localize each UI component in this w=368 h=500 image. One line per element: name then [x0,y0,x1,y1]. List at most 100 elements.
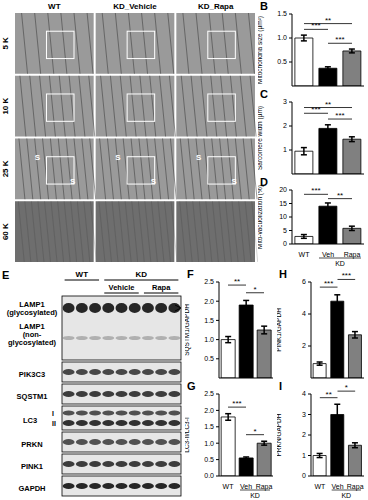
svg-text:2.5: 2.5 [204,278,214,285]
svg-text:***: *** [232,399,241,408]
svg-text:S: S [196,153,202,162]
svg-text:2: 2 [302,342,306,349]
svg-text:GAPDH: GAPDH [18,484,45,493]
svg-text:(glycosylated): (glycosylated) [8,308,58,317]
svg-text:PIK3C3: PIK3C3 [19,370,45,379]
svg-text:Mitochondria size (µm²): Mitochondria size (µm²) [258,16,264,84]
svg-text:**: ** [325,16,331,25]
svg-text:***: *** [311,105,320,114]
svg-text:4: 4 [302,390,306,397]
svg-text:60 K: 60 K [8,223,10,240]
svg-text:15: 15 [279,200,287,207]
svg-text:20: 20 [279,186,287,193]
svg-text:***: *** [335,35,344,44]
svg-text:*: * [345,383,348,392]
svg-text:WT: WT [223,483,235,490]
svg-text:LAMP1: LAMP1 [19,300,45,309]
svg-text:PRKN: PRKN [21,440,42,449]
svg-text:***: *** [342,271,351,280]
svg-text:0.0: 0.0 [204,472,214,479]
svg-text:PINK1: PINK1 [21,462,43,471]
svg-text:6: 6 [302,278,306,285]
svg-text:S: S [70,177,76,186]
svg-text:2.0: 2.0 [204,298,214,305]
svg-text:**: ** [326,390,332,399]
svg-text:**: ** [325,100,331,109]
svg-text:1.5: 1.5 [204,317,214,324]
svg-text:Rapa: Rapa [256,483,273,491]
svg-text:10 K: 10 K [8,97,10,114]
svg-text:PRKN/GAPDH: PRKN/GAPDH [277,413,282,456]
svg-text:0.5: 0.5 [204,456,214,463]
svg-text:Veh: Veh [240,483,252,490]
html-text:B: B [260,0,268,12]
svg-text:**: ** [337,191,343,200]
svg-text:0.5: 0.5 [204,355,214,362]
svg-text:KD: KD [250,492,260,499]
html-text:D: D [260,176,268,188]
svg-text:1.5: 1.5 [204,423,214,430]
svg-text:0: 0 [302,472,306,479]
svg-text:glycosylated): glycosylated) [8,338,56,347]
svg-text:KD_Rapa: KD_Rapa [198,2,234,11]
svg-text:5 K: 5 K [8,37,10,50]
svg-text:Veh: Veh [322,251,334,258]
svg-text:*: * [253,285,256,294]
svg-text:Sarcomere width (µm): Sarcomere width (µm) [258,106,264,170]
svg-text:LAMP1: LAMP1 [19,322,45,331]
svg-text:S: S [151,177,157,186]
svg-text:*: * [253,427,256,436]
svg-text:WT: WT [314,483,326,490]
svg-text:***: *** [324,279,333,288]
svg-text:***: *** [311,21,320,30]
svg-text:SQSTM1/GAPDH: SQSTM1/GAPDH [185,304,191,356]
svg-text:1.5: 1.5 [277,10,287,17]
svg-text:I: I [52,410,54,417]
svg-text:Veh: Veh [331,483,343,490]
svg-text:1.0: 1.0 [204,336,214,343]
svg-text:3: 3 [302,411,306,418]
svg-text:**: ** [234,277,240,286]
svg-text:1.0: 1.0 [277,34,287,41]
svg-text:1: 1 [283,146,287,153]
svg-text:(non-: (non- [22,330,42,339]
svg-text:4: 4 [302,310,306,317]
svg-text:25 K: 25 K [8,160,10,177]
svg-text:WT: WT [76,270,89,279]
svg-text:3: 3 [283,98,287,105]
svg-text:Rapa: Rapa [347,483,360,491]
svg-text:PINK1/GAPDH: PINK1/GAPDH [277,308,282,352]
svg-text:2.0: 2.0 [204,407,214,414]
svg-text:2.5: 2.5 [204,390,214,397]
svg-text:2: 2 [302,431,306,438]
svg-text:Vehicle: Vehicle [109,283,135,292]
svg-text:KD: KD [136,270,148,279]
svg-text:1: 1 [302,452,306,459]
html-text:C: C [260,88,268,100]
svg-text:KD: KD [335,260,345,267]
svg-text:0: 0 [283,240,287,247]
svg-text:E: E [8,269,9,281]
svg-text:LC3-II/LC3-I: LC3-II/LC3-I [185,417,190,453]
svg-text:***: *** [311,186,320,195]
svg-text:5: 5 [283,227,287,234]
svg-text:***: *** [335,111,344,120]
svg-text:0.5: 0.5 [277,58,287,65]
html-text:G: G [187,380,196,392]
svg-text:II: II [52,420,56,427]
svg-text:2: 2 [283,122,287,129]
svg-text:10: 10 [279,213,287,220]
svg-text:SQSTM1: SQSTM1 [17,392,48,401]
svg-text:S: S [35,153,41,162]
svg-text:KD_Vehicle: KD_Vehicle [113,2,157,11]
svg-text:WT: WT [48,2,61,11]
svg-text:S: S [231,177,237,186]
svg-text:Rapa: Rapa [152,283,171,292]
svg-text:WT: WT [299,251,311,258]
svg-text:1.0: 1.0 [204,440,214,447]
svg-text:KD: KD [341,492,351,499]
svg-text:LC3: LC3 [23,416,37,425]
svg-text:Rapa: Rapa [344,251,360,259]
svg-text:Mito-vacuolization (%): Mito-vacuolization (%) [258,185,264,249]
svg-text:S: S [115,153,121,162]
